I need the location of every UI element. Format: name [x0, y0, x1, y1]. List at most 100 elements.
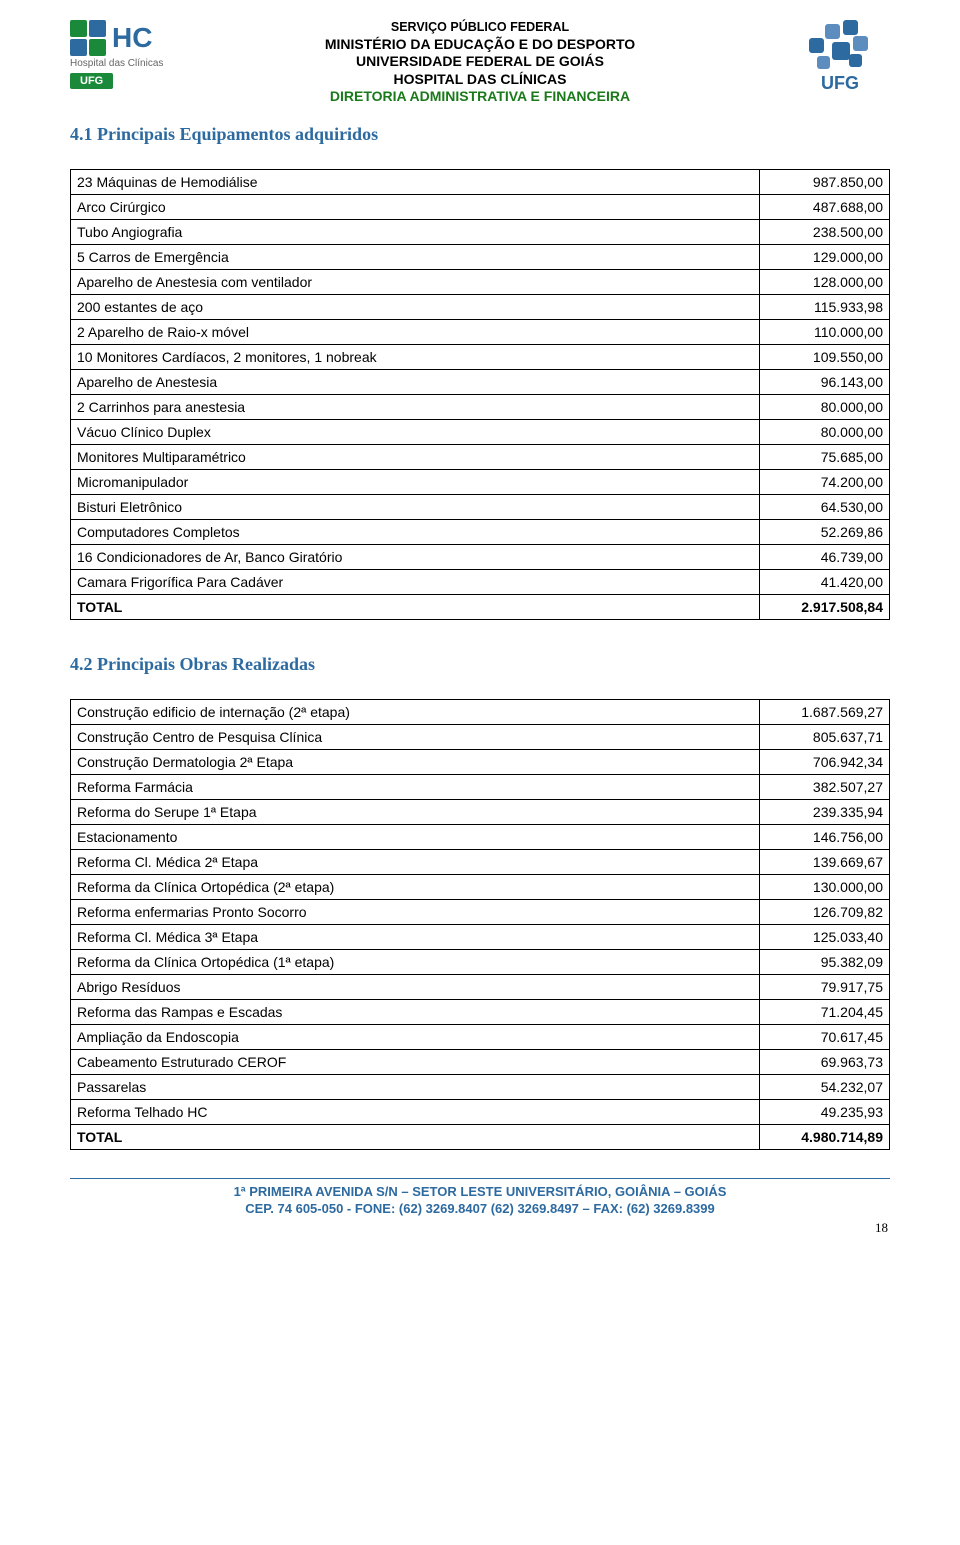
row-label: Passarelas [71, 1074, 760, 1099]
row-label: 2 Aparelho de Raio-x móvel [71, 319, 760, 344]
row-label: Tubo Angiografia [71, 219, 760, 244]
row-value: 74.200,00 [760, 469, 890, 494]
table-row: 200 estantes de aço115.933,98 [71, 294, 890, 319]
row-value: 46.739,00 [760, 544, 890, 569]
row-value: 487.688,00 [760, 194, 890, 219]
row-label: Aparelho de Anestesia [71, 369, 760, 394]
table-row: 23 Máquinas de Hemodiálise987.850,00 [71, 169, 890, 194]
hc-logo-label: Hospital das Clínicas [70, 58, 163, 69]
row-label: Cabeamento Estruturado CEROF [71, 1049, 760, 1074]
row-value: 110.000,00 [760, 319, 890, 344]
table-row: 10 Monitores Cardíacos, 2 monitores, 1 n… [71, 344, 890, 369]
row-value: 41.420,00 [760, 569, 890, 594]
row-value: 125.033,40 [760, 924, 890, 949]
table-row: Reforma do Serupe 1ª Etapa239.335,94 [71, 799, 890, 824]
row-value: 95.382,09 [760, 949, 890, 974]
hc-logo-ufg-badge: UFG [70, 73, 113, 89]
row-value: 54.232,07 [760, 1074, 890, 1099]
row-value: 239.335,94 [760, 799, 890, 824]
row-label: Aparelho de Anestesia com ventilador [71, 269, 760, 294]
row-label: Ampliação da Endoscopia [71, 1024, 760, 1049]
table-row: Reforma das Rampas e Escadas71.204,45 [71, 999, 890, 1024]
page-number: 18 [70, 1220, 890, 1236]
row-label: Reforma da Clínica Ortopédica (2ª etapa) [71, 874, 760, 899]
total-label: TOTAL [71, 594, 760, 619]
table-row: Reforma Cl. Médica 3ª Etapa125.033,40 [71, 924, 890, 949]
row-label: Vácuo Clínico Duplex [71, 419, 760, 444]
table-row: Reforma Cl. Médica 2ª Etapa139.669,67 [71, 849, 890, 874]
row-label: 5 Carros de Emergência [71, 244, 760, 269]
table-row: Passarelas54.232,07 [71, 1074, 890, 1099]
total-value: 4.980.714,89 [760, 1124, 890, 1149]
row-value: 70.617,45 [760, 1024, 890, 1049]
table-total-row: TOTAL2.917.508,84 [71, 594, 890, 619]
row-label: 2 Carrinhos para anestesia [71, 394, 760, 419]
hc-logo: HC Hospital das Clínicas UFG [70, 20, 200, 89]
row-label: Reforma Farmácia [71, 774, 760, 799]
row-label: 200 estantes de aço [71, 294, 760, 319]
table-row: Ampliação da Endoscopia70.617,45 [71, 1024, 890, 1049]
row-value: 146.756,00 [760, 824, 890, 849]
row-value: 79.917,75 [760, 974, 890, 999]
row-value: 139.669,67 [760, 849, 890, 874]
row-value: 80.000,00 [760, 394, 890, 419]
table-row: Micromanipulador74.200,00 [71, 469, 890, 494]
ufg-logo-text: UFG [790, 73, 890, 94]
total-label: TOTAL [71, 1124, 760, 1149]
row-label: Reforma das Rampas e Escadas [71, 999, 760, 1024]
table-row: Reforma da Clínica Ortopédica (2ª etapa)… [71, 874, 890, 899]
row-value: 128.000,00 [760, 269, 890, 294]
table-row: Abrigo Resíduos79.917,75 [71, 974, 890, 999]
table-row: 2 Aparelho de Raio-x móvel110.000,00 [71, 319, 890, 344]
row-label: 10 Monitores Cardíacos, 2 monitores, 1 n… [71, 344, 760, 369]
row-label: Bisturi Eletrônico [71, 494, 760, 519]
row-value: 75.685,00 [760, 444, 890, 469]
row-label: Reforma Cl. Médica 3ª Etapa [71, 924, 760, 949]
table-row: Bisturi Eletrônico64.530,00 [71, 494, 890, 519]
document-footer: 1ª PRIMEIRA AVENIDA S/N – SETOR LESTE UN… [70, 1178, 890, 1236]
row-value: 1.687.569,27 [760, 699, 890, 724]
table-row: Computadores Completos52.269,86 [71, 519, 890, 544]
row-label: Computadores Completos [71, 519, 760, 544]
hc-mark-icon [70, 20, 106, 56]
row-label: Construção edificio de internação (2ª et… [71, 699, 760, 724]
row-label: 16 Condicionadores de Ar, Banco Giratóri… [71, 544, 760, 569]
table-row: Construção Centro de Pesquisa Clínica805… [71, 724, 890, 749]
page: HC Hospital das Clínicas UFG UFG [0, 0, 960, 1256]
row-value: 109.550,00 [760, 344, 890, 369]
row-label: Estacionamento [71, 824, 760, 849]
ufg-logo: UFG [790, 20, 890, 94]
table-row: 5 Carros de Emergência129.000,00 [71, 244, 890, 269]
table-row: 16 Condicionadores de Ar, Banco Giratóri… [71, 544, 890, 569]
header-line-5: DIRETORIA ADMINISTRATIVA E FINANCEIRA [70, 88, 890, 106]
total-value: 2.917.508,84 [760, 594, 890, 619]
table-row: Construção edificio de internação (2ª et… [71, 699, 890, 724]
table-row: Arco Cirúrgico487.688,00 [71, 194, 890, 219]
table-row: Reforma enfermarias Pronto Socorro126.70… [71, 899, 890, 924]
obras-table: Construção edificio de internação (2ª et… [70, 699, 890, 1150]
row-value: 382.507,27 [760, 774, 890, 799]
table-row: Construção Dermatologia 2ª Etapa706.942,… [71, 749, 890, 774]
table-row: Reforma da Clínica Ortopédica (1ª etapa)… [71, 949, 890, 974]
row-value: 129.000,00 [760, 244, 890, 269]
document-header: HC Hospital das Clínicas UFG UFG [70, 20, 890, 106]
row-value: 130.000,00 [760, 874, 890, 899]
table-row: Aparelho de Anestesia com ventilador128.… [71, 269, 890, 294]
hc-logo-hc: HC [112, 24, 152, 52]
row-label: Monitores Multiparamétrico [71, 444, 760, 469]
table-row: Estacionamento146.756,00 [71, 824, 890, 849]
row-value: 96.143,00 [760, 369, 890, 394]
row-value: 69.963,73 [760, 1049, 890, 1074]
row-value: 805.637,71 [760, 724, 890, 749]
row-label: Reforma enfermarias Pronto Socorro [71, 899, 760, 924]
ufg-mark-icon [805, 20, 875, 70]
row-label: Construção Dermatologia 2ª Etapa [71, 749, 760, 774]
row-label: Construção Centro de Pesquisa Clínica [71, 724, 760, 749]
row-value: 987.850,00 [760, 169, 890, 194]
row-value: 64.530,00 [760, 494, 890, 519]
table-row: Reforma Telhado HC49.235,93 [71, 1099, 890, 1124]
table-row: Cabeamento Estruturado CEROF69.963,73 [71, 1049, 890, 1074]
footer-rule [70, 1178, 890, 1179]
table-row: Monitores Multiparamétrico75.685,00 [71, 444, 890, 469]
row-value: 238.500,00 [760, 219, 890, 244]
